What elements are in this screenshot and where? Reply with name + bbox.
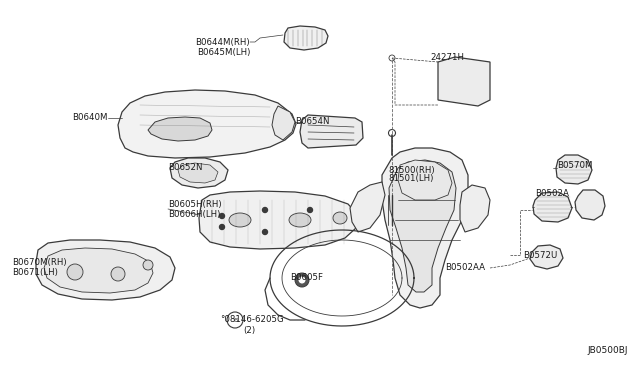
Text: B0644M(RH): B0644M(RH) xyxy=(195,38,250,46)
Circle shape xyxy=(220,224,225,230)
Polygon shape xyxy=(170,158,228,188)
Text: B0502AA: B0502AA xyxy=(445,263,485,273)
Ellipse shape xyxy=(333,212,347,224)
Text: B0606H(LH): B0606H(LH) xyxy=(168,209,220,218)
Circle shape xyxy=(307,208,312,212)
Text: B0572U: B0572U xyxy=(523,250,557,260)
Circle shape xyxy=(143,260,153,270)
Circle shape xyxy=(295,273,309,287)
Polygon shape xyxy=(36,240,175,300)
Ellipse shape xyxy=(229,213,251,227)
Text: B0605H(RH): B0605H(RH) xyxy=(168,201,221,209)
Circle shape xyxy=(298,276,305,283)
Polygon shape xyxy=(398,160,452,200)
Polygon shape xyxy=(438,57,490,106)
Polygon shape xyxy=(199,191,358,249)
Text: JB0500BJ: JB0500BJ xyxy=(588,346,628,355)
Polygon shape xyxy=(556,155,592,184)
Circle shape xyxy=(262,230,268,234)
Ellipse shape xyxy=(289,213,311,227)
Polygon shape xyxy=(530,245,563,269)
Polygon shape xyxy=(382,148,468,308)
Text: 81500(RH): 81500(RH) xyxy=(388,166,435,174)
Text: B0640M: B0640M xyxy=(72,113,108,122)
Circle shape xyxy=(111,267,125,281)
Text: B0605F: B0605F xyxy=(290,273,323,282)
Polygon shape xyxy=(118,90,296,158)
Text: B0570M: B0570M xyxy=(557,160,593,170)
Polygon shape xyxy=(389,160,456,292)
Text: B0652N: B0652N xyxy=(168,164,202,173)
Text: °08146-6205G: °08146-6205G xyxy=(220,315,284,324)
Text: B: B xyxy=(233,317,237,323)
Polygon shape xyxy=(350,182,385,232)
Circle shape xyxy=(262,208,268,212)
Polygon shape xyxy=(272,106,295,140)
Polygon shape xyxy=(44,248,153,293)
Text: B0671(LH): B0671(LH) xyxy=(12,267,58,276)
Text: B0670M(RH): B0670M(RH) xyxy=(12,257,67,266)
Polygon shape xyxy=(178,163,218,183)
Text: (2): (2) xyxy=(243,326,255,334)
Polygon shape xyxy=(148,117,212,141)
Polygon shape xyxy=(533,192,572,222)
Polygon shape xyxy=(284,26,328,50)
Text: B0645M(LH): B0645M(LH) xyxy=(196,48,250,57)
Circle shape xyxy=(220,214,225,218)
Polygon shape xyxy=(300,115,363,148)
Text: B0502A: B0502A xyxy=(535,189,569,198)
Circle shape xyxy=(67,264,83,280)
Text: B0654N: B0654N xyxy=(295,118,330,126)
Text: 24271H: 24271H xyxy=(430,54,464,62)
Text: 81501(LH): 81501(LH) xyxy=(388,174,433,183)
Polygon shape xyxy=(575,190,605,220)
Polygon shape xyxy=(460,185,490,232)
